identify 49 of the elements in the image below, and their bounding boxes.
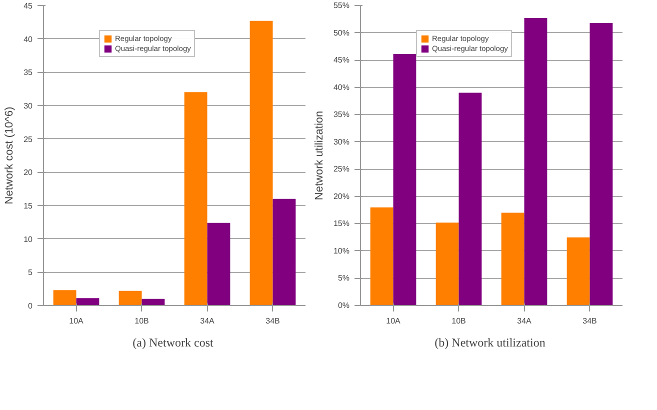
bar	[184, 92, 208, 306]
x-tick-label: 10B	[452, 316, 466, 326]
text: (a) Network cost	[132, 336, 214, 350]
y-tick-label: 45	[24, 2, 34, 10]
x-tick-label: 10A	[69, 316, 84, 326]
y-tick-label: 0	[28, 302, 34, 310]
y-axis-title: Network cost (10^6)	[4, 106, 16, 204]
y-tick-label: 35	[24, 68, 34, 78]
y-tick-label: 25	[24, 134, 34, 144]
y-tick-label: 15%	[333, 219, 350, 228]
y-tick-label: 10	[24, 234, 34, 244]
y-tick-label: 20%	[333, 192, 350, 201]
bar	[393, 54, 416, 306]
y-tick-label: 15	[24, 202, 34, 210]
bar	[118, 290, 142, 306]
y-tick-label: 45%	[333, 56, 350, 65]
y-axis-title: Network utilization	[313, 110, 326, 200]
x-tick-label: 34A	[200, 316, 216, 326]
x-tick-label: 10A	[386, 316, 402, 326]
y-tick-label: 40%	[333, 82, 350, 92]
bar	[501, 212, 524, 306]
y-tick-label: 25%	[333, 164, 350, 174]
y-tick-label: 5	[28, 268, 34, 278]
bar	[272, 198, 296, 306]
y-tick-label: 10%	[333, 246, 350, 256]
y-tick-label: 30	[24, 102, 34, 110]
y-tick-label: 50%	[333, 28, 350, 38]
x-tick-label: 34A	[517, 316, 532, 326]
bar	[53, 290, 76, 306]
x-tick-label: 34B	[582, 316, 597, 326]
bar	[458, 92, 482, 306]
y-tick-label: 0%	[338, 301, 350, 310]
x-tick-label: 10B	[134, 316, 149, 326]
bar	[590, 22, 613, 306]
bar	[250, 20, 273, 306]
y-tick-label: 40	[24, 34, 34, 44]
text: (b) Network utilization	[434, 336, 546, 350]
y-tick-label: 20	[24, 168, 34, 178]
bar	[76, 298, 100, 306]
y-tick-label: 35%	[333, 110, 350, 120]
y-tick-label: 55%	[333, 1, 350, 10]
x-tick-label: 34B	[266, 316, 280, 326]
bar	[370, 207, 394, 306]
bar	[566, 237, 590, 306]
bar	[207, 222, 230, 306]
y-tick-label: 5%	[338, 274, 350, 283]
y-tick-label: 30%	[333, 137, 350, 146]
bar	[436, 222, 459, 306]
bar	[524, 18, 548, 306]
